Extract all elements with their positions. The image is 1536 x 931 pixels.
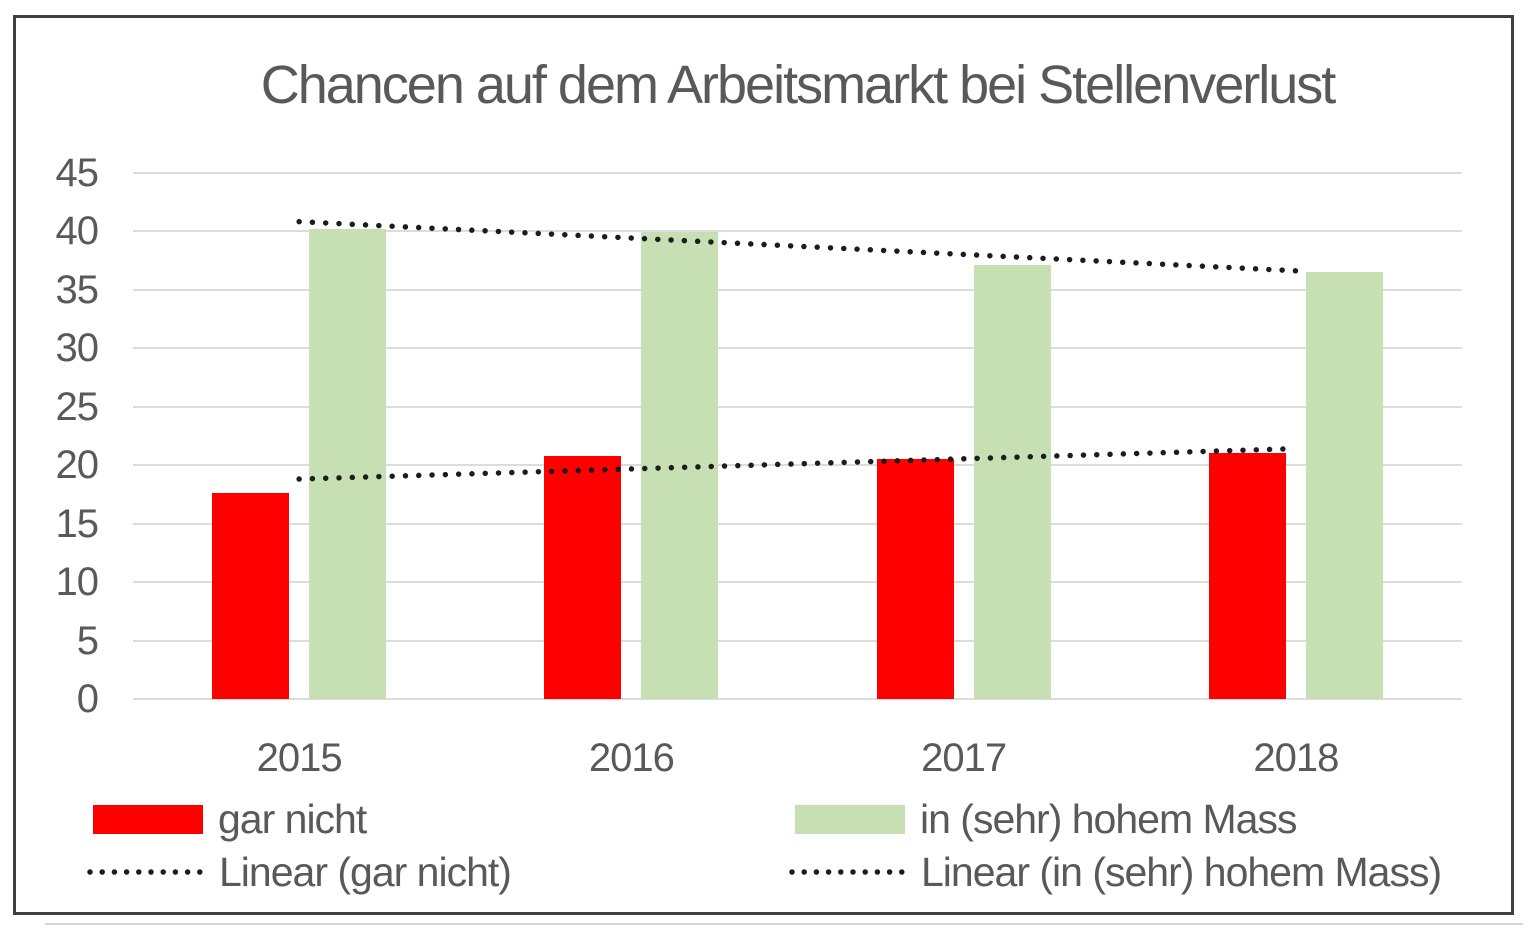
- x-tick-label-2018: 2018: [1253, 736, 1339, 780]
- legend-label-gar-nicht: gar nicht: [218, 795, 367, 842]
- x-tick-label-2017: 2017: [921, 736, 1007, 780]
- legend-item-hohem-mass: in (sehr) hohem Mass: [795, 795, 1297, 842]
- legend-label-hohem-mass: in (sehr) hohem Mass: [920, 795, 1297, 842]
- legend-dotted-line-icon: [87, 869, 203, 875]
- bar-gar-nicht-2018: [1208, 453, 1286, 699]
- y-tick-label-30: 30: [55, 326, 100, 370]
- gridline-30: [133, 347, 1462, 349]
- gridline-10: [133, 581, 1462, 583]
- legend-item-linear-gar-nicht: Linear (gar nicht): [86, 848, 512, 895]
- legend-swatch-hohem-mass: [795, 804, 905, 834]
- gridline-25: [133, 405, 1462, 408]
- bar-in-sehr-hohem-mass-2017: [973, 264, 1051, 699]
- bar-gar-nicht-2016: [544, 455, 622, 699]
- legend-item-linear-hohem-mass: Linear (in (sehr) hohem Mass): [788, 848, 1442, 895]
- bar-in-sehr-hohem-mass-2016: [641, 232, 719, 699]
- bar-gar-nicht-2015: [212, 493, 290, 699]
- legend-item-gar-nicht: gar nicht: [93, 795, 367, 842]
- gridline-35: [133, 288, 1462, 291]
- y-tick-label-45: 45: [55, 150, 100, 195]
- x-tick-label-2015: 2015: [256, 736, 343, 780]
- gridline-45: [133, 171, 1462, 174]
- legend-swatch-gar-nicht: [93, 804, 203, 834]
- bar-gar-nicht-2017: [876, 459, 954, 699]
- y-tick-label-5: 5: [76, 618, 99, 663]
- y-tick-label-25: 25: [55, 384, 100, 429]
- y-tick-label-40: 40: [55, 209, 100, 253]
- gridline-5: [133, 639, 1462, 642]
- y-tick-label-35: 35: [55, 267, 100, 312]
- bar-in-sehr-hohem-mass-2015: [309, 228, 387, 699]
- bar-in-sehr-hohem-mass-2018: [1305, 271, 1383, 699]
- x-tick-label-2016: 2016: [588, 736, 675, 780]
- y-tick-label-10: 10: [55, 560, 100, 604]
- chart-title: Chancen auf dem Arbeitsmarkt bei Stellen…: [260, 55, 1337, 115]
- y-tick-label-15: 15: [55, 501, 100, 546]
- y-tick-label-20: 20: [55, 443, 100, 487]
- gridline-0: [133, 698, 1462, 700]
- y-tick-label-0: 0: [76, 677, 99, 721]
- legend-label-linear-gar-nicht: Linear (gar nicht): [219, 848, 512, 895]
- frame-shadow-line: [45, 923, 1523, 925]
- legend-dotted-line-icon: [789, 869, 905, 875]
- legend-label-linear-hohem-mass: Linear (in (sehr) hohem Mass): [921, 848, 1442, 895]
- gridline-15: [133, 522, 1462, 525]
